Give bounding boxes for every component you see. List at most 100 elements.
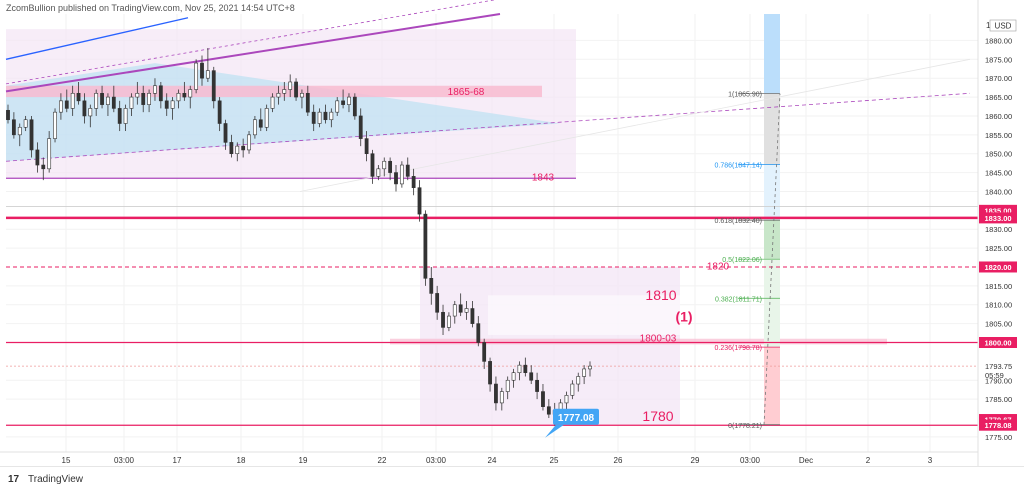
resistance-zone [6,85,542,98]
fib-level-label: 0.618(1832.40) [715,218,762,225]
candle [447,312,451,332]
candle-body [111,96,116,109]
candle [376,165,381,181]
candle [352,93,357,120]
symbol-box[interactable] [989,19,1017,32]
candle-body [135,92,140,98]
candle-body [535,379,539,392]
fib-level-label: 0(1778.21) [728,423,762,430]
candle-body [364,138,369,155]
candle [570,380,575,400]
tradingview-logo-icon: 17 [8,474,20,485]
fib-level-label: 0.786(1847.14) [715,163,762,170]
candle [529,365,534,385]
candle-body [76,92,81,102]
y-tick-label: 1845.00 [985,169,1012,178]
candle-body [417,187,422,215]
candle [405,157,410,181]
y-tick-label: 1830.00 [985,225,1012,234]
candle [394,165,398,192]
candle-body [411,176,416,188]
candle [358,108,363,147]
candle [64,89,69,113]
candle-body [576,376,581,385]
candle-body [59,100,63,113]
candle [476,316,481,347]
candle-body [376,168,381,177]
candle [176,89,181,109]
candle [294,78,298,101]
candle [305,85,310,116]
fib-band-5 [764,298,780,348]
candle-body [452,304,457,317]
candle [399,161,404,188]
blue-trendline [5,17,189,60]
zone-label: 1843 [532,173,555,184]
callout-pointer [545,424,564,438]
price-tag-text: 1835.00 [984,206,1011,215]
candle-body [235,145,240,155]
brand-name[interactable]: TradingView [28,474,84,485]
candle-body [82,100,87,117]
candle-body [170,100,175,109]
candle [370,149,375,184]
y-tick-label: 1805.00 [985,320,1012,329]
candle [264,104,269,132]
price-chart[interactable]: 1865-68 1843 1820 1810 (1) 1800-03 1780 1777.08… [0,0,1024,466]
candle [253,115,257,139]
candle-body [494,383,498,404]
candle [135,81,140,105]
publish-info: ZcomBullion published on TradingView.com… [6,3,295,13]
x-tick-label: 2 [866,456,871,465]
candle [41,157,46,181]
candle [329,108,334,128]
price-axis[interactable] [978,0,1024,466]
price-tag-text: 1800.00 [984,339,1011,348]
candle [535,372,539,400]
candle-body [447,315,451,328]
footer-bar: 17 TradingView [0,466,1024,491]
candle-body [94,92,99,109]
candle [59,93,63,120]
candle-body [511,372,516,381]
candle [35,142,40,173]
candle-body [482,342,487,362]
candle-body [288,81,293,90]
candle-body [47,138,52,170]
fib-band-1 [764,93,780,166]
candle [111,85,116,113]
callout-box[interactable] [553,408,599,425]
y-tick-label: 1785.00 [985,395,1012,404]
y-tick-label: 1865.00 [985,93,1012,102]
candle [94,89,99,116]
candle-body [282,89,287,94]
candle-body [464,308,469,313]
price-tag-text: 1833.00 [984,214,1011,223]
candle [511,368,516,388]
candle-body [153,85,157,94]
candle [235,142,240,162]
y-tick-label: 1870.00 [985,74,1012,83]
candle-body [570,383,575,396]
candle-body [458,304,463,313]
candle-body [141,92,146,105]
candle-body [405,164,410,177]
candle [229,134,234,158]
candle-body [335,100,340,113]
candle-body [582,368,587,377]
candle-body [311,111,316,124]
price-tag [979,212,1017,224]
candle [388,157,393,181]
candle-body [352,96,357,117]
candle [458,293,463,317]
candle [429,266,434,305]
candle-body [229,142,234,155]
x-tick-label: Dec [799,456,813,465]
wedge-lower-dashed [5,92,971,162]
fib-level-label: 0.5(1822.06) [722,257,762,264]
candle [282,81,287,101]
candle-body [541,391,545,407]
candle-body [29,119,34,151]
candle [200,55,204,86]
price-tag-text: 1820.00 [984,263,1011,272]
